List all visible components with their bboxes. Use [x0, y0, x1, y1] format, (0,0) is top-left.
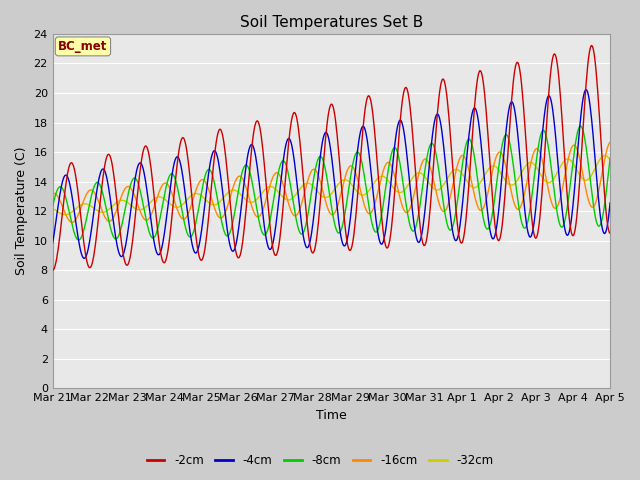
Legend: -2cm, -4cm, -8cm, -16cm, -32cm: -2cm, -4cm, -8cm, -16cm, -32cm: [142, 449, 498, 472]
Text: BC_met: BC_met: [58, 40, 108, 53]
X-axis label: Time: Time: [316, 409, 347, 422]
Title: Soil Temperatures Set B: Soil Temperatures Set B: [240, 15, 423, 30]
Y-axis label: Soil Temperature (C): Soil Temperature (C): [15, 147, 28, 276]
